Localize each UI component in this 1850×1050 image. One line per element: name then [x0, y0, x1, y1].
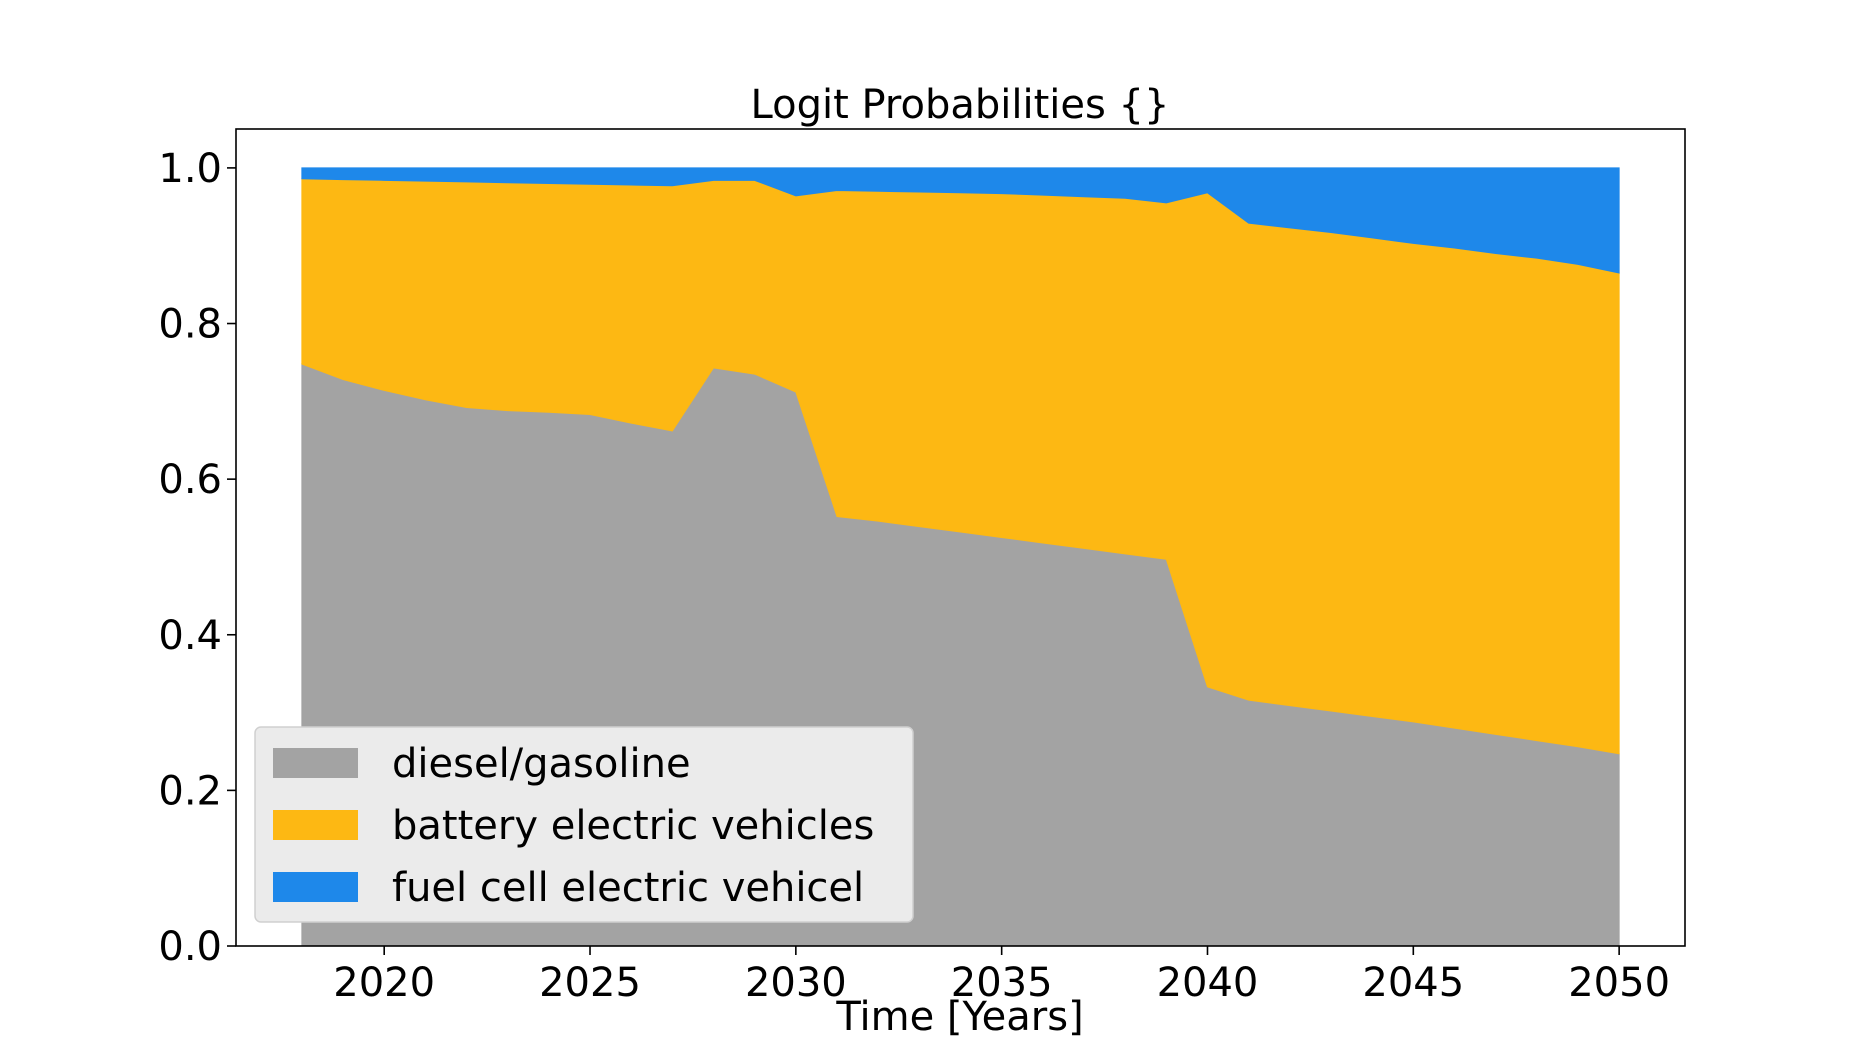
- plot-frame: [235, 128, 1686, 947]
- x-tick-label: 2020: [333, 960, 435, 1006]
- legend-swatch: [273, 748, 358, 778]
- y-axis: 0.0 0.2 0.4 0.6 0.8 1.0: [158, 146, 236, 970]
- x-axis-label: Time [Years]: [835, 994, 1083, 1040]
- y-tick-label: 0.6: [158, 457, 222, 503]
- legend-swatch: [273, 872, 358, 902]
- legend: diesel/gasoline battery electric vehicles…: [254, 726, 914, 923]
- area-series-2: [301, 167, 1620, 274]
- legend-label: fuel cell electric vehicel: [392, 865, 864, 911]
- x-tick-label: 2040: [1157, 960, 1259, 1006]
- y-tick-label: 0.4: [158, 613, 222, 659]
- legend-label: battery electric vehicles: [392, 803, 874, 849]
- x-tick-label: 2050: [1568, 960, 1670, 1006]
- x-tick-label: 2045: [1362, 960, 1464, 1006]
- x-tick-label: 2035: [951, 960, 1053, 1006]
- legend-box: [254, 726, 914, 923]
- chart-title: Logit Probabilities {}: [751, 82, 1170, 128]
- x-tick-label: 2030: [745, 960, 847, 1006]
- x-axis: 2020 2025 2030 2035 2040 2045 2050: [333, 946, 1670, 1006]
- legend-swatch: [273, 810, 358, 840]
- y-tick-label: 0.2: [158, 768, 222, 814]
- y-tick-label: 1.0: [158, 146, 222, 192]
- legend-label: diesel/gasoline: [392, 741, 691, 787]
- y-tick-label: 0.8: [158, 302, 222, 348]
- x-tick-label: 2025: [539, 960, 641, 1006]
- y-tick-label: 0.0: [158, 924, 222, 970]
